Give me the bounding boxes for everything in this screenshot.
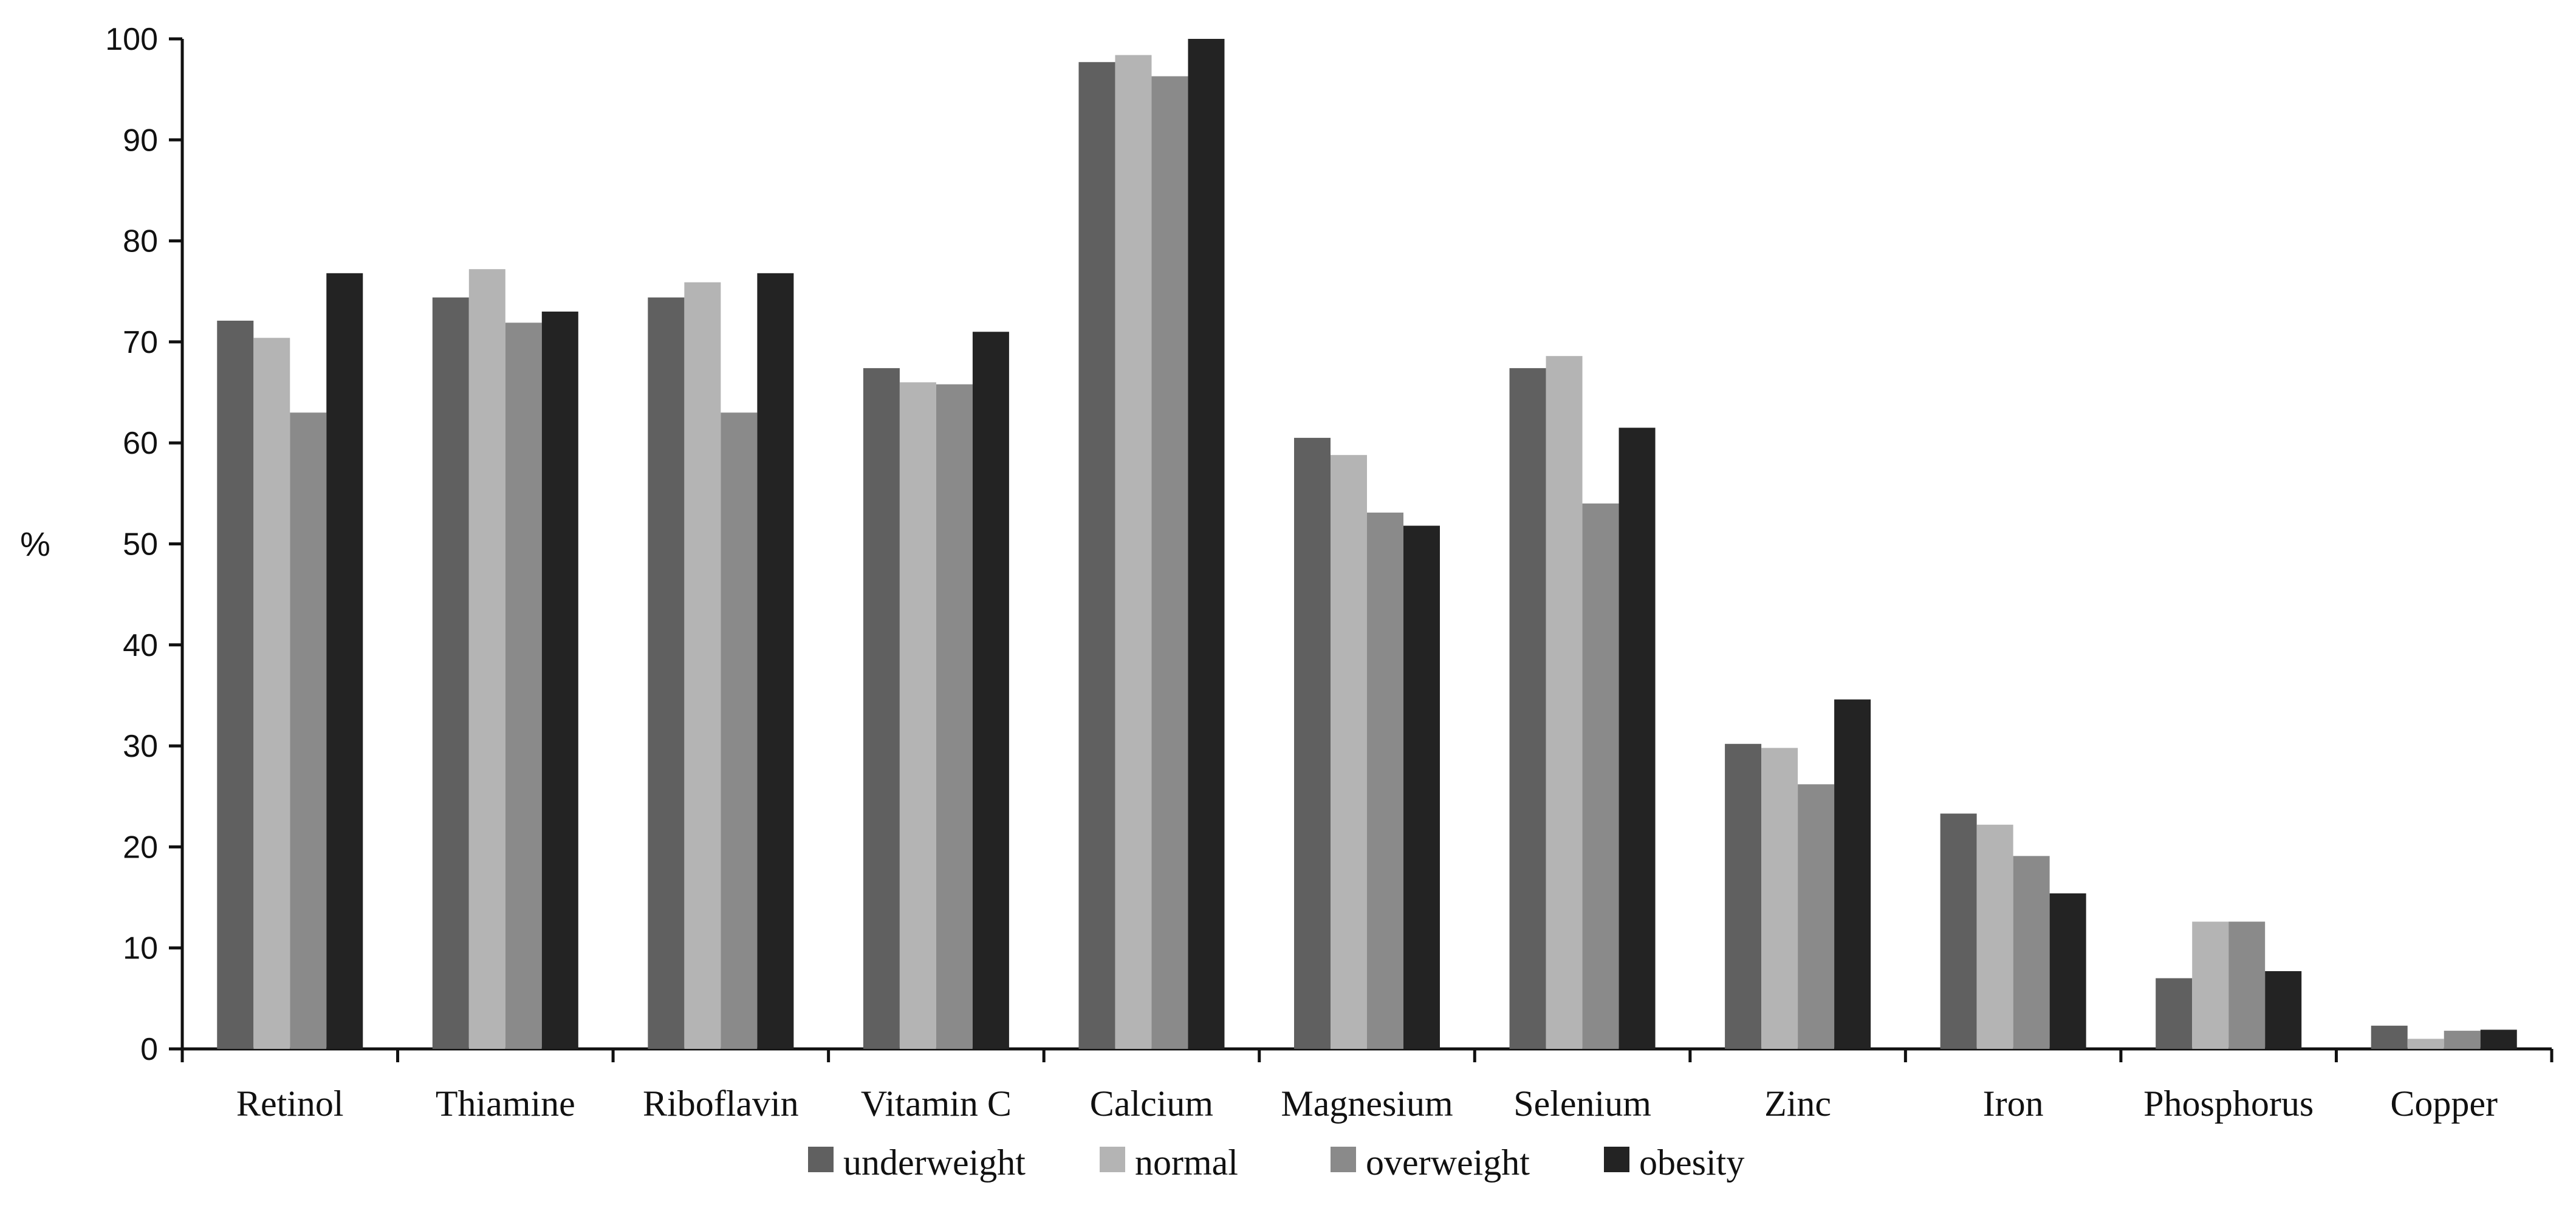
y-tick-label: 0 (140, 1032, 158, 1067)
y-tick-label: 90 (123, 123, 158, 158)
bar-underweight-riboflavin (648, 297, 685, 1049)
bar-normal-riboflavin (684, 282, 721, 1050)
bar-normal-copper (2407, 1039, 2444, 1049)
bar-underweight-retinol (217, 320, 254, 1049)
legend-swatch-overweight (1331, 1147, 1356, 1172)
bar-overweight-magnesium (1367, 512, 1403, 1049)
bar-overweight-retinol (290, 412, 327, 1049)
bar-underweight-iron (1940, 813, 1977, 1049)
bar-overweight-zinc (1798, 784, 1835, 1049)
bar-obesity-retinol (326, 273, 363, 1049)
bar-overweight-calcium (1151, 76, 1188, 1049)
bar-obesity-iron (2049, 893, 2086, 1049)
legend-swatch-obesity (1604, 1147, 1629, 1172)
y-axis: 0 10 20 30 40 50 60 70 80 90 100 (105, 22, 184, 1067)
legend-swatch-normal (1100, 1147, 1125, 1172)
bar-overweight-phosphorus (2228, 921, 2266, 1049)
y-axis-label: % (20, 525, 50, 563)
bar-obesity-thiamine (541, 312, 578, 1049)
bar-underweight-vitamin-c (863, 368, 900, 1050)
x-axis (180, 1047, 2554, 1062)
y-tick-label: 30 (123, 729, 158, 764)
bar-underweight-phosphorus (2156, 978, 2193, 1049)
y-tick-label: 80 (123, 224, 158, 259)
x-tick-label: Retinol (236, 1084, 344, 1124)
legend-label-underweight: underweight (843, 1142, 1026, 1183)
y-tick-label: 60 (123, 426, 158, 461)
bar-overweight-riboflavin (721, 412, 758, 1049)
bar-obesity-vitamin-c (972, 332, 1009, 1049)
bar-underweight-zinc (1725, 743, 1762, 1049)
x-tick-label: Magnesium (1281, 1084, 1453, 1124)
category-labels: Retinol Thiamine Riboflavin Vitamin C Calciu… (236, 1084, 2498, 1124)
bar-obesity-calcium (1188, 39, 1225, 1049)
bar-normal-iron (1976, 824, 2013, 1049)
bar-obesity-magnesium (1403, 525, 1440, 1049)
x-tick-label: Phosphorus (2143, 1084, 2314, 1124)
bars (217, 39, 2517, 1050)
x-tick-label: Zinc (1764, 1084, 1831, 1124)
bar-normal-selenium (1546, 356, 1583, 1049)
legend-swatch-underweight (808, 1147, 834, 1172)
bar-normal-magnesium (1331, 455, 1367, 1049)
x-tick-label: Copper (2390, 1084, 2498, 1124)
bar-obesity-selenium (1619, 428, 1656, 1049)
bar-underweight-calcium (1078, 62, 1115, 1049)
bar-obesity-phosphorus (2265, 971, 2302, 1049)
y-tick-label: 70 (123, 325, 158, 360)
bar-normal-retinol (253, 338, 290, 1049)
bar-underweight-copper (2371, 1025, 2408, 1049)
x-tick-label: Riboflavin (643, 1084, 799, 1124)
legend: underweight normal overweight obesity (808, 1142, 1744, 1183)
bar-underweight-magnesium (1294, 437, 1331, 1049)
bar-underweight-selenium (1509, 368, 1546, 1050)
bar-obesity-copper (2480, 1029, 2517, 1049)
y-tick-label: 50 (123, 527, 158, 562)
bar-underweight-thiamine (432, 297, 469, 1049)
bar-overweight-iron (2013, 856, 2050, 1049)
x-tick-label: Calcium (1090, 1084, 1213, 1124)
bar-normal-phosphorus (2192, 921, 2229, 1049)
bar-obesity-riboflavin (757, 273, 794, 1049)
y-tick-label: 40 (123, 628, 158, 663)
bar-normal-vitamin-c (899, 382, 936, 1050)
bar-overweight-thiamine (505, 323, 542, 1049)
bar-overweight-vitamin-c (936, 384, 973, 1049)
legend-label-overweight: overweight (1366, 1142, 1530, 1183)
legend-label-obesity: obesity (1639, 1142, 1744, 1183)
bar-normal-calcium (1115, 55, 1152, 1049)
x-tick-label: Iron (1983, 1084, 2044, 1124)
bar-overweight-selenium (1582, 503, 1619, 1049)
y-tick-label: 10 (123, 931, 158, 966)
y-tick-label: 100 (105, 22, 158, 57)
bar-normal-thiamine (468, 269, 505, 1049)
bar-overweight-copper (2444, 1031, 2481, 1049)
legend-label-normal: normal (1135, 1142, 1238, 1183)
x-tick-label: Thiamine (436, 1084, 575, 1124)
x-tick-label: Selenium (1513, 1084, 1651, 1124)
x-tick-label: Vitamin C (861, 1084, 1012, 1124)
bar-obesity-zinc (1834, 699, 1871, 1049)
y-tick-label: 20 (123, 830, 158, 865)
bar-normal-zinc (1761, 748, 1798, 1049)
